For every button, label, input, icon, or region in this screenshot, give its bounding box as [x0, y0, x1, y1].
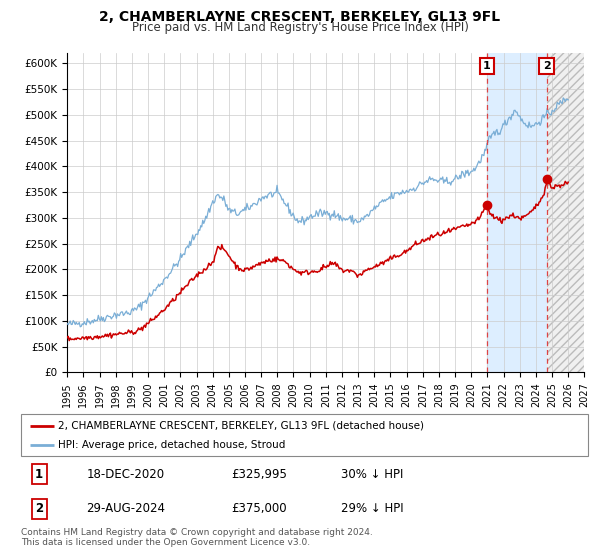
- Text: 2, CHAMBERLAYNE CRESCENT, BERKELEY, GL13 9FL: 2, CHAMBERLAYNE CRESCENT, BERKELEY, GL13…: [100, 10, 500, 24]
- Text: 18-DEC-2020: 18-DEC-2020: [86, 468, 164, 480]
- Text: 29% ↓ HPI: 29% ↓ HPI: [341, 502, 404, 515]
- Text: 1: 1: [35, 468, 43, 480]
- Text: Contains HM Land Registry data © Crown copyright and database right 2024.
This d: Contains HM Land Registry data © Crown c…: [21, 528, 373, 547]
- Text: 30% ↓ HPI: 30% ↓ HPI: [341, 468, 404, 480]
- Text: 29-AUG-2024: 29-AUG-2024: [86, 502, 165, 515]
- Text: 1: 1: [483, 61, 491, 71]
- FancyBboxPatch shape: [21, 414, 588, 456]
- Text: £325,995: £325,995: [231, 468, 287, 480]
- Text: £375,000: £375,000: [231, 502, 286, 515]
- Bar: [547, 53, 584, 372]
- Text: Price paid vs. HM Land Registry's House Price Index (HPI): Price paid vs. HM Land Registry's House …: [131, 21, 469, 34]
- Text: 2: 2: [543, 61, 550, 71]
- Bar: [547, 53, 584, 372]
- Text: 2: 2: [35, 502, 43, 515]
- Bar: [487, 53, 547, 372]
- Text: HPI: Average price, detached house, Stroud: HPI: Average price, detached house, Stro…: [58, 440, 285, 450]
- Text: 2, CHAMBERLAYNE CRESCENT, BERKELEY, GL13 9FL (detached house): 2, CHAMBERLAYNE CRESCENT, BERKELEY, GL13…: [58, 421, 424, 431]
